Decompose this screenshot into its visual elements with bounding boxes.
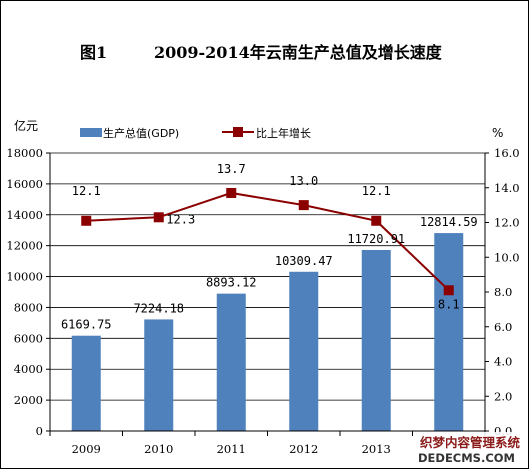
right-tick-label: 16.0 bbox=[494, 146, 520, 160]
right-tick-label: 4.0 bbox=[494, 355, 512, 369]
growth-value-label: 12.1 bbox=[362, 184, 391, 198]
left-tick-label: 10000 bbox=[6, 270, 43, 284]
growth-value-label: 8.1 bbox=[438, 297, 460, 311]
right-tick-label: 6.0 bbox=[494, 320, 512, 334]
growth-marker-2013 bbox=[371, 215, 382, 226]
x-tick-label: 2009 bbox=[72, 442, 101, 456]
growth-value-label: 13.0 bbox=[289, 174, 318, 188]
legend-swatch-marker bbox=[233, 127, 243, 137]
chart-title: 2009-2014年云南生产总值及增长速度 bbox=[154, 43, 443, 62]
left-tick-label: 14000 bbox=[6, 208, 43, 222]
legend: 生产总值(GDP) 比上年增长 bbox=[80, 126, 311, 140]
bar-2009 bbox=[71, 335, 101, 431]
x-tick-label: 2011 bbox=[217, 442, 246, 456]
legend-label-gdp: 生产总值(GDP) bbox=[103, 126, 179, 140]
growth-marker-2011 bbox=[226, 187, 237, 198]
bar-2014 bbox=[434, 233, 464, 431]
left-tick-label: 12000 bbox=[6, 239, 43, 253]
bar-value-label: 7224.18 bbox=[133, 301, 184, 315]
bar-2010 bbox=[144, 319, 174, 431]
bar-value-label: 12814.59 bbox=[420, 215, 478, 229]
left-axis-unit: 亿元 bbox=[14, 118, 38, 133]
left-tick-label: 8000 bbox=[14, 300, 43, 314]
left-tick-label: 16000 bbox=[6, 177, 43, 191]
growth-marker-2014 bbox=[443, 285, 454, 296]
x-tick-label: 2012 bbox=[289, 442, 318, 456]
bar-value-label: 6169.75 bbox=[61, 318, 112, 332]
watermark-domain: DEDECMS.COM bbox=[418, 451, 515, 465]
left-tick-label: 18000 bbox=[6, 146, 43, 160]
growth-line bbox=[81, 187, 454, 296]
watermark-text: 织梦内容管理系统 bbox=[420, 435, 521, 450]
bars bbox=[71, 233, 464, 431]
bar-value-label: 10309.47 bbox=[275, 254, 333, 268]
bar-2013 bbox=[361, 249, 391, 431]
right-tick-label: 2.0 bbox=[494, 389, 512, 403]
x-tick-label: 2010 bbox=[144, 442, 173, 456]
right-tick-label: 14.0 bbox=[494, 181, 520, 195]
figure-number: 图1 bbox=[80, 43, 107, 62]
right-tick-label: 12.0 bbox=[494, 216, 520, 230]
bar-2011 bbox=[216, 293, 246, 431]
growth-marker-2010 bbox=[153, 212, 164, 223]
legend-swatch-bar bbox=[80, 128, 102, 137]
right-tick-label: 8.0 bbox=[494, 285, 512, 299]
grid-lines bbox=[50, 152, 485, 401]
legend-label-growth: 比上年增长 bbox=[256, 126, 311, 140]
growth-marker-2009 bbox=[81, 215, 92, 226]
right-tick-label: 10.0 bbox=[494, 250, 520, 264]
left-tick-label: 0 bbox=[36, 424, 43, 438]
left-tick-label: 2000 bbox=[14, 393, 43, 407]
left-tick-label: 6000 bbox=[14, 331, 43, 345]
x-tick-label: 2013 bbox=[362, 442, 391, 456]
bar-value-label: 8893.12 bbox=[206, 276, 257, 290]
watermark: 织梦内容管理系统 DEDECMS.COM bbox=[418, 432, 522, 465]
growth-value-label: 12.3 bbox=[166, 212, 195, 226]
axes bbox=[46, 152, 489, 436]
growth-marker-2012 bbox=[298, 200, 309, 211]
growth-polyline bbox=[86, 191, 450, 291]
left-tick-label: 4000 bbox=[14, 362, 43, 376]
data-labels: 6169.75 7224.18 8893.12 10309.47 11720.91 128… bbox=[61, 162, 478, 332]
bar-value-label: 11720.91 bbox=[347, 232, 405, 246]
right-axis-unit: % bbox=[492, 126, 503, 140]
bar-2012 bbox=[289, 271, 319, 431]
growth-value-label: 12.1 bbox=[72, 184, 101, 198]
growth-value-label: 13.7 bbox=[217, 162, 246, 176]
